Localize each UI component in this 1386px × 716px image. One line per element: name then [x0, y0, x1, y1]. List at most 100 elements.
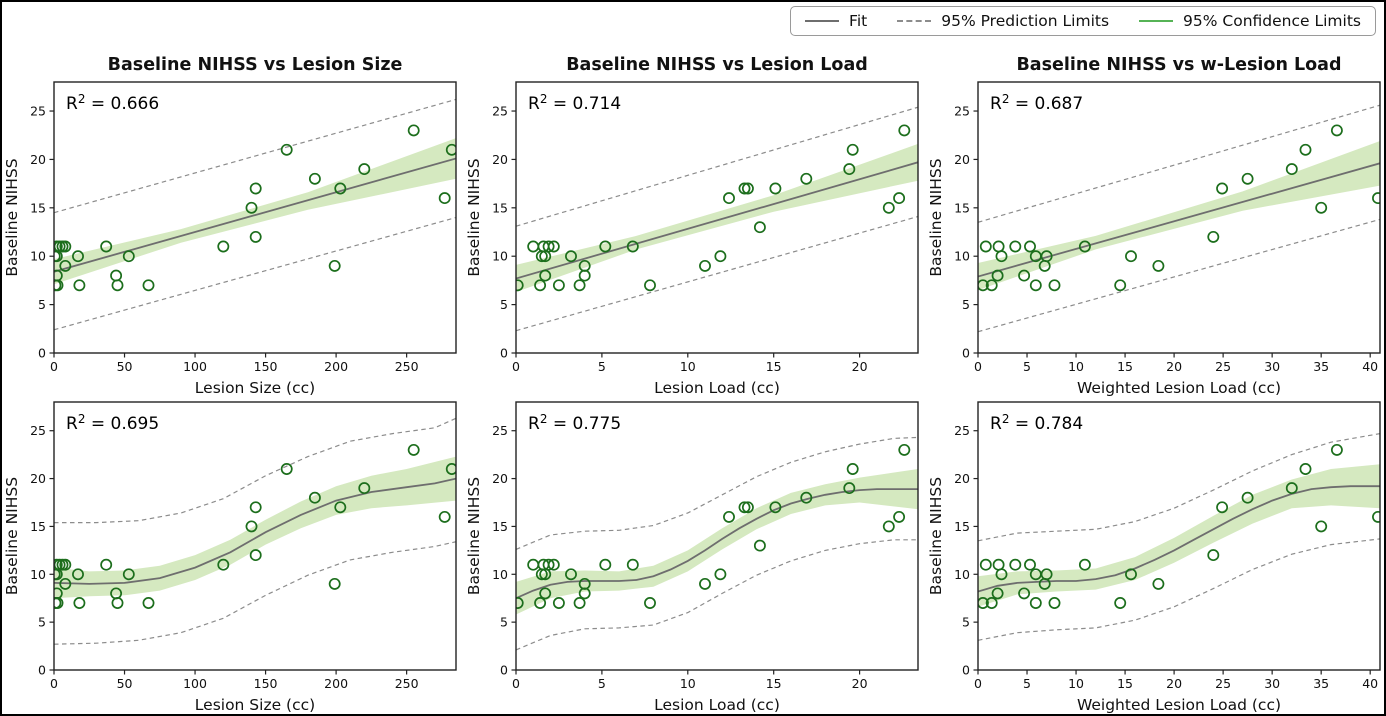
- x-tick-label: 5: [598, 676, 606, 691]
- data-point: [552, 597, 565, 609]
- x-tick-label: 40: [1362, 676, 1378, 691]
- x-tick-label: 50: [117, 676, 133, 691]
- data-point: [1029, 279, 1042, 292]
- data-point: [699, 259, 711, 272]
- y-axis-label: Baseline NIHSS: [465, 477, 483, 595]
- data-point: [741, 501, 754, 514]
- data-point: [979, 240, 992, 253]
- y-tick-label: 25: [30, 104, 46, 119]
- plot-baseline-nihss-vs-w-lesion-load-cubic: 0 5 10 15 20 25 30 35 40 0 5 10 15 20 25 Weighted Lesio…: [927, 401, 1381, 714]
- data-point: [1018, 587, 1031, 600]
- x-tick-label: 20: [852, 676, 868, 691]
- data-point: [738, 182, 751, 195]
- data-point: [898, 124, 911, 137]
- x-tick-label: 25: [1215, 359, 1231, 374]
- y-axis-label: Baseline NIHSS: [3, 158, 21, 276]
- data-point: [898, 443, 911, 456]
- data-point: [1285, 163, 1298, 176]
- plot-baseline-nihss-vs-lesion-size-cubic: 0 50 100 150 200 250 0 5 10 15 20 25 Lesion Size (cc…: [3, 401, 457, 714]
- x-axis-label: Lesion Load (cc): [654, 379, 780, 397]
- x-tick-label: 250: [395, 359, 419, 374]
- data-point: [72, 250, 84, 263]
- y-tick-label: 10: [954, 567, 970, 582]
- x-tick-label: 35: [1313, 676, 1329, 691]
- data-point: [1299, 463, 1312, 475]
- data-point: [1125, 568, 1137, 581]
- legend-item-confidence-limits: 95% Confidence Limits: [1139, 12, 1361, 30]
- x-axis-label: Weighted Lesion Load (cc): [1077, 696, 1281, 714]
- r-squared-label: R2 = 0.687: [990, 92, 1083, 114]
- data-point: [217, 240, 230, 253]
- data-point: [445, 143, 456, 156]
- data-point: [334, 182, 347, 195]
- y-tick-label: 10: [30, 567, 46, 582]
- data-point: [59, 577, 72, 590]
- x-tick-label: 0: [50, 676, 58, 691]
- data-point: [644, 279, 656, 292]
- data-point: [699, 577, 711, 590]
- x-tick-label: 0: [512, 676, 520, 691]
- data-point: [1029, 597, 1042, 609]
- axes-frame: [977, 81, 1381, 354]
- plot-baseline-nihss-vs-lesion-load-linear: 0 5 10 15 20 0 5 10 15 20 25 Lesion Load (cc) Baseli…: [465, 55, 919, 397]
- x-tick-label: 0: [974, 676, 982, 691]
- axes-frame: [53, 401, 457, 671]
- data-point: [992, 240, 1005, 253]
- data-point: [249, 501, 262, 514]
- data-point: [741, 182, 754, 195]
- data-point: [1241, 172, 1254, 185]
- x-tick-label: 40: [1362, 359, 1378, 374]
- y-tick-label: 0: [500, 346, 508, 361]
- data-point: [534, 597, 547, 609]
- data-point: [516, 597, 524, 609]
- data-point: [54, 279, 64, 292]
- y-axis-label: Baseline NIHSS: [3, 477, 21, 595]
- y-tick-label: 5: [962, 615, 970, 630]
- data-point: [217, 558, 230, 571]
- x-tick-label: 15: [1117, 676, 1133, 691]
- data-point: [846, 463, 859, 475]
- x-tick-label: 100: [183, 359, 207, 374]
- data-point: [979, 558, 992, 571]
- fit-line-sample: [805, 20, 840, 22]
- x-axis-label: Lesion Size (cc): [195, 696, 315, 714]
- y-tick-label: 25: [954, 423, 970, 438]
- data-point: [535, 568, 548, 581]
- y-tick-label: 25: [30, 423, 46, 438]
- data-point: [1330, 124, 1343, 137]
- y-tick-label: 0: [500, 663, 508, 678]
- data-point: [1038, 577, 1051, 590]
- legend-label-fit: Fit: [849, 12, 868, 30]
- x-tick-label: 0: [512, 359, 520, 374]
- x-tick-label: 15: [766, 676, 782, 691]
- data-point: [599, 558, 612, 571]
- data-point: [753, 221, 766, 234]
- data-point: [985, 597, 998, 609]
- y-tick-label: 15: [492, 519, 508, 534]
- data-point: [539, 269, 552, 282]
- x-tick-label: 10: [680, 676, 696, 691]
- data-point: [142, 597, 155, 609]
- plot-baseline-nihss-vs-lesion-size-linear: 0 50 100 150 200 250 0 5 10 15 20 25 Lesion Size (cc…: [3, 55, 457, 397]
- axes-frame: [515, 401, 919, 671]
- data-point: [1315, 520, 1328, 533]
- y-tick-label: 0: [38, 346, 46, 361]
- data-point: [1125, 250, 1137, 263]
- plots-grid: 0 50 100 150 200 250 0 5 10 15 20 25 Lesion Size (cc…: [2, 44, 1384, 714]
- y-tick-label: 20: [492, 152, 508, 167]
- data-point: [644, 597, 656, 609]
- data-point: [1285, 482, 1298, 495]
- plot-baseline-nihss-vs-w-lesion-load-linear: 0 5 10 15 20 25 30 35 40 0 5 10 15 20 25 Weighted Lesio…: [927, 55, 1381, 397]
- y-tick-label: 25: [954, 104, 970, 119]
- data-point: [714, 568, 727, 581]
- data-point: [122, 568, 135, 581]
- data-point: [59, 240, 72, 253]
- data-point: [547, 558, 560, 571]
- fit-line: [54, 477, 456, 585]
- data-point: [54, 568, 63, 581]
- plot-title: Baseline NIHSS vs Lesion Size: [108, 55, 403, 75]
- data-point: [1114, 597, 1127, 609]
- confidence-band: [54, 456, 456, 599]
- data-point: [800, 491, 813, 504]
- data-point: [599, 240, 612, 253]
